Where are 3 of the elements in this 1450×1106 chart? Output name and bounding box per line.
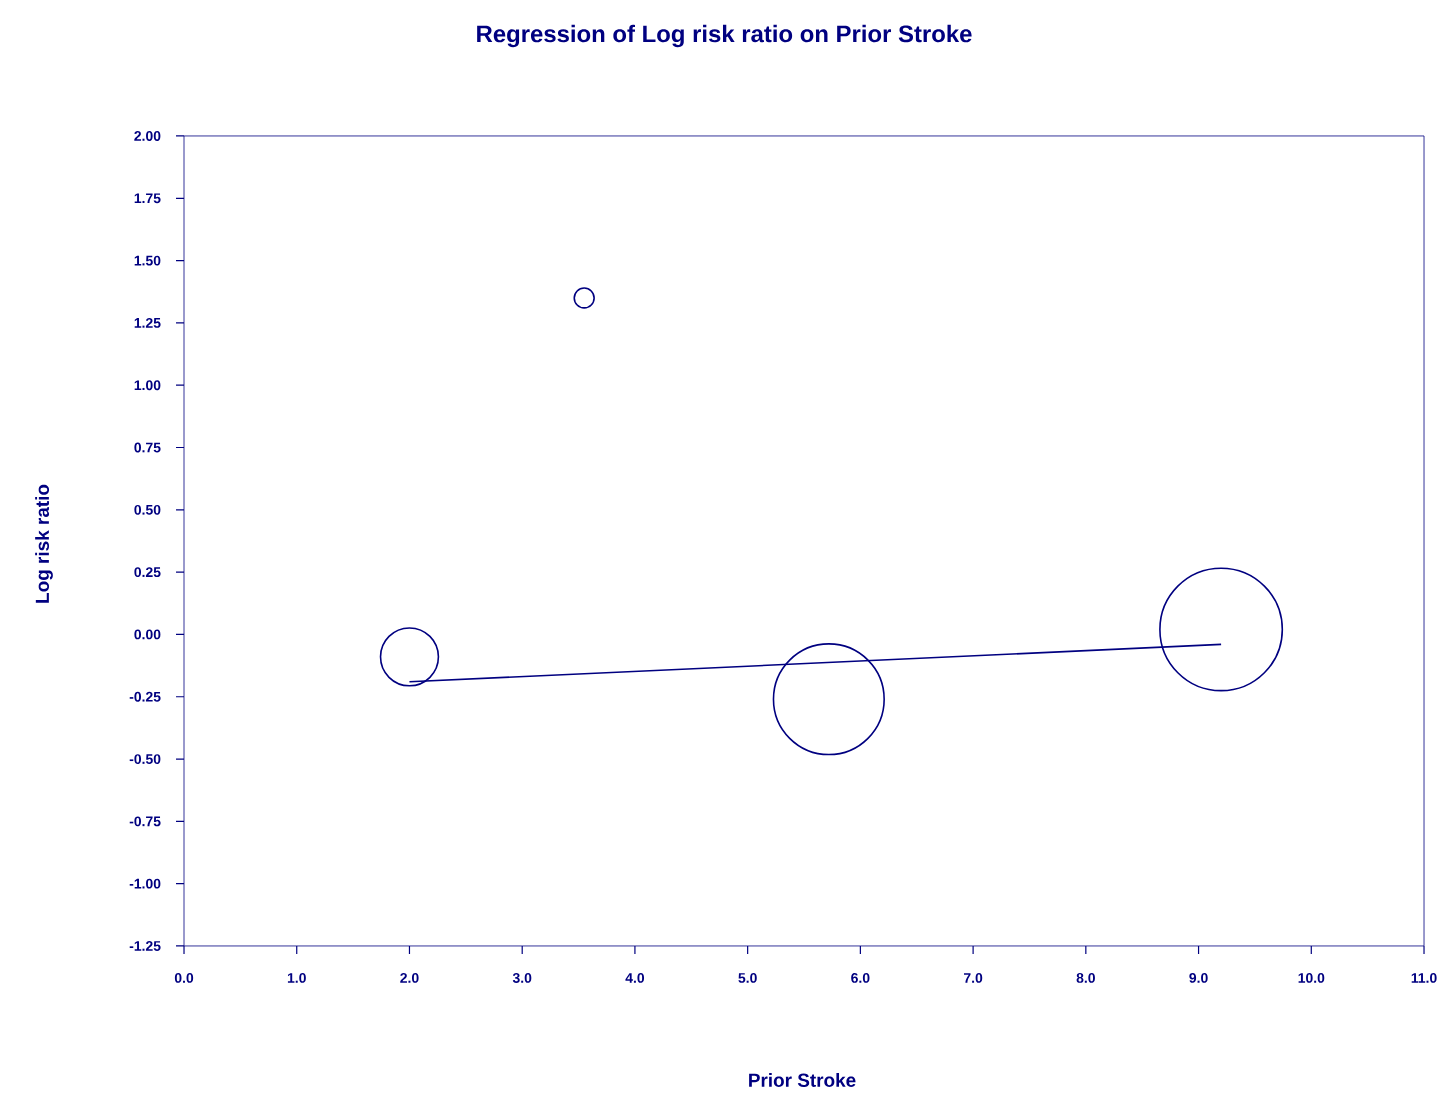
y-axis-title: Log risk ratio [35, 484, 53, 603]
x-axis-title: Prior Stroke [749, 1073, 856, 1087]
chart-title: Regression of Log risk ratio on Prior Stroke [477, 24, 972, 48]
